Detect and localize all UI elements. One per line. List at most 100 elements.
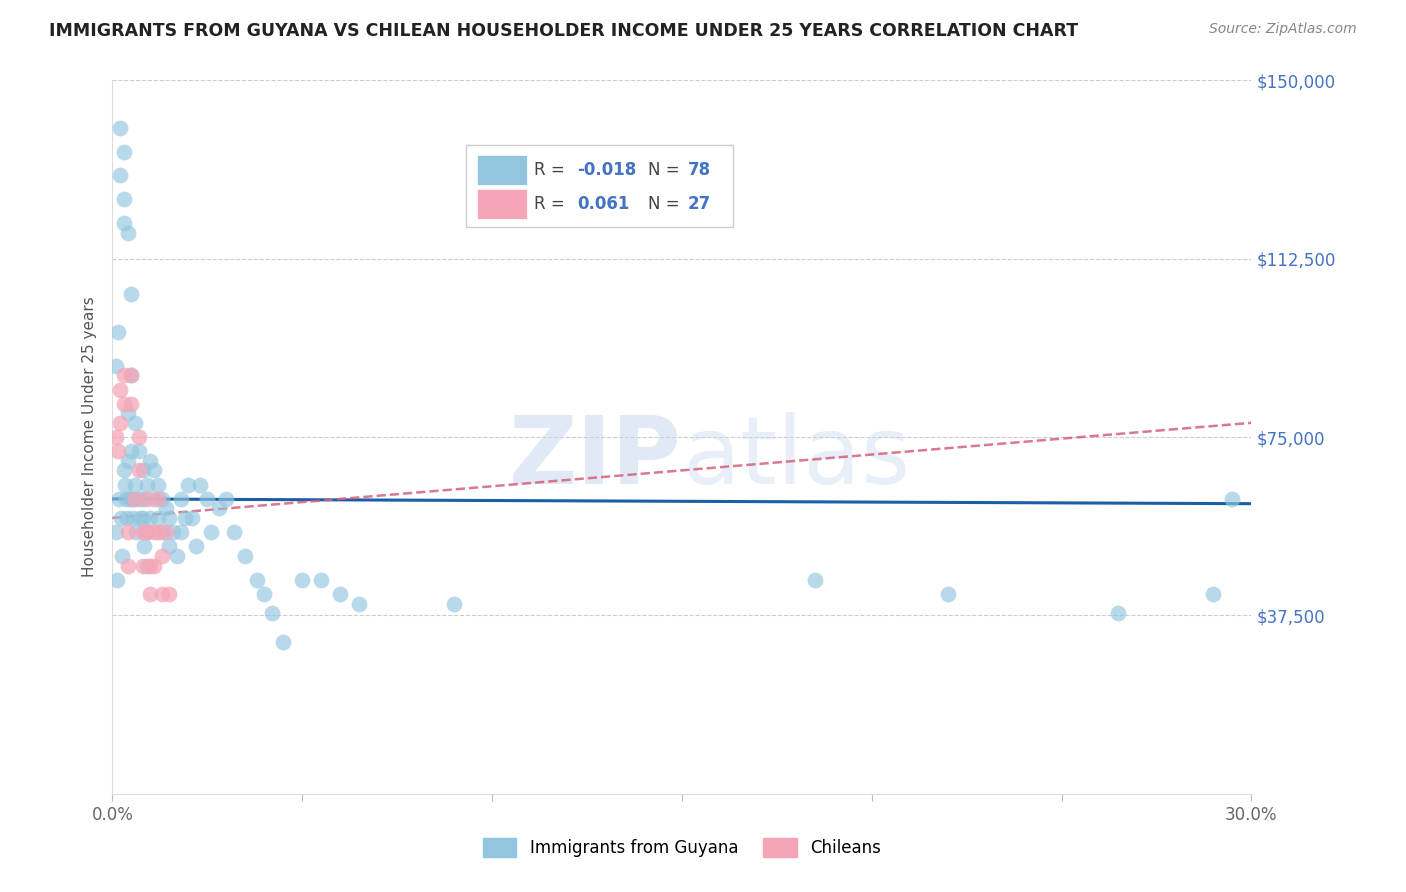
Point — [162, 525, 184, 540]
Point — [105, 573, 128, 587]
Point — [143, 558, 166, 573]
Point — [136, 558, 159, 573]
Point — [936, 587, 959, 601]
Point — [121, 287, 143, 301]
Point — [121, 444, 143, 458]
Point — [235, 549, 257, 563]
Point — [173, 511, 195, 525]
Point — [117, 226, 139, 240]
Point — [166, 549, 188, 563]
Point — [208, 501, 231, 516]
Point — [253, 587, 276, 601]
Point — [128, 444, 150, 458]
Point — [117, 525, 139, 540]
Point — [1202, 587, 1225, 601]
Point — [143, 525, 166, 540]
Point — [139, 454, 162, 468]
Point — [128, 491, 150, 506]
Text: ZIP: ZIP — [509, 412, 682, 505]
Point — [222, 525, 245, 540]
Point — [112, 368, 135, 383]
Point — [117, 454, 139, 468]
Point — [146, 511, 169, 525]
Point — [122, 511, 145, 525]
Point — [121, 368, 143, 383]
Point — [155, 501, 177, 516]
Text: 78: 78 — [688, 161, 710, 179]
Text: N =: N = — [648, 161, 685, 179]
Point — [132, 525, 155, 540]
Legend: Immigrants from Guyana, Chileans: Immigrants from Guyana, Chileans — [477, 831, 887, 864]
Point — [112, 192, 135, 206]
Point — [132, 511, 155, 525]
Text: -0.018: -0.018 — [576, 161, 637, 179]
Point — [329, 587, 352, 601]
Point — [349, 597, 371, 611]
Point — [124, 416, 146, 430]
Text: 27: 27 — [688, 195, 711, 213]
Text: R =: R = — [534, 161, 569, 179]
Point — [108, 169, 131, 183]
Point — [804, 573, 827, 587]
Point — [150, 587, 173, 601]
FancyBboxPatch shape — [465, 145, 733, 227]
Point — [155, 525, 177, 540]
Point — [200, 525, 222, 540]
FancyBboxPatch shape — [477, 155, 527, 186]
Point — [117, 558, 139, 573]
Text: Source: ZipAtlas.com: Source: ZipAtlas.com — [1209, 22, 1357, 37]
Point — [112, 145, 135, 159]
Point — [107, 326, 129, 340]
Point — [124, 477, 146, 491]
Point — [114, 477, 136, 491]
Point — [195, 491, 219, 506]
Point — [1220, 491, 1243, 506]
Point — [107, 444, 129, 458]
Point — [135, 525, 157, 540]
Point — [108, 383, 131, 397]
Point — [150, 525, 173, 540]
Point — [159, 511, 180, 525]
Point — [146, 525, 169, 540]
Point — [108, 491, 131, 506]
Point — [112, 216, 135, 230]
Text: 0.061: 0.061 — [576, 195, 630, 213]
Point — [139, 511, 162, 525]
Point — [1108, 606, 1130, 620]
Point — [291, 573, 314, 587]
Point — [125, 525, 148, 540]
Point — [246, 573, 269, 587]
Point — [104, 430, 127, 444]
Point — [135, 525, 157, 540]
Point — [143, 491, 166, 506]
Point — [135, 477, 157, 491]
Text: IMMIGRANTS FROM GUYANA VS CHILEAN HOUSEHOLDER INCOME UNDER 25 YEARS CORRELATION : IMMIGRANTS FROM GUYANA VS CHILEAN HOUSEH… — [49, 22, 1078, 40]
Text: atlas: atlas — [682, 412, 910, 505]
Point — [132, 491, 155, 506]
Point — [112, 397, 135, 411]
Point — [104, 359, 127, 373]
Point — [108, 120, 131, 135]
Point — [215, 491, 238, 506]
Point — [150, 549, 173, 563]
Point — [115, 511, 138, 525]
Point — [143, 463, 166, 477]
Point — [139, 558, 162, 573]
Point — [128, 430, 150, 444]
Point — [117, 406, 139, 420]
Point — [139, 587, 162, 601]
Point — [443, 597, 465, 611]
Point — [128, 463, 150, 477]
Point — [181, 511, 204, 525]
Point — [188, 477, 211, 491]
Point — [128, 511, 150, 525]
Point — [110, 511, 132, 525]
Text: N =: N = — [648, 195, 685, 213]
Point — [121, 397, 143, 411]
Point — [260, 606, 283, 620]
Point — [112, 463, 135, 477]
Point — [105, 525, 128, 540]
Point — [184, 540, 207, 554]
Point — [132, 463, 155, 477]
Point — [177, 477, 200, 491]
